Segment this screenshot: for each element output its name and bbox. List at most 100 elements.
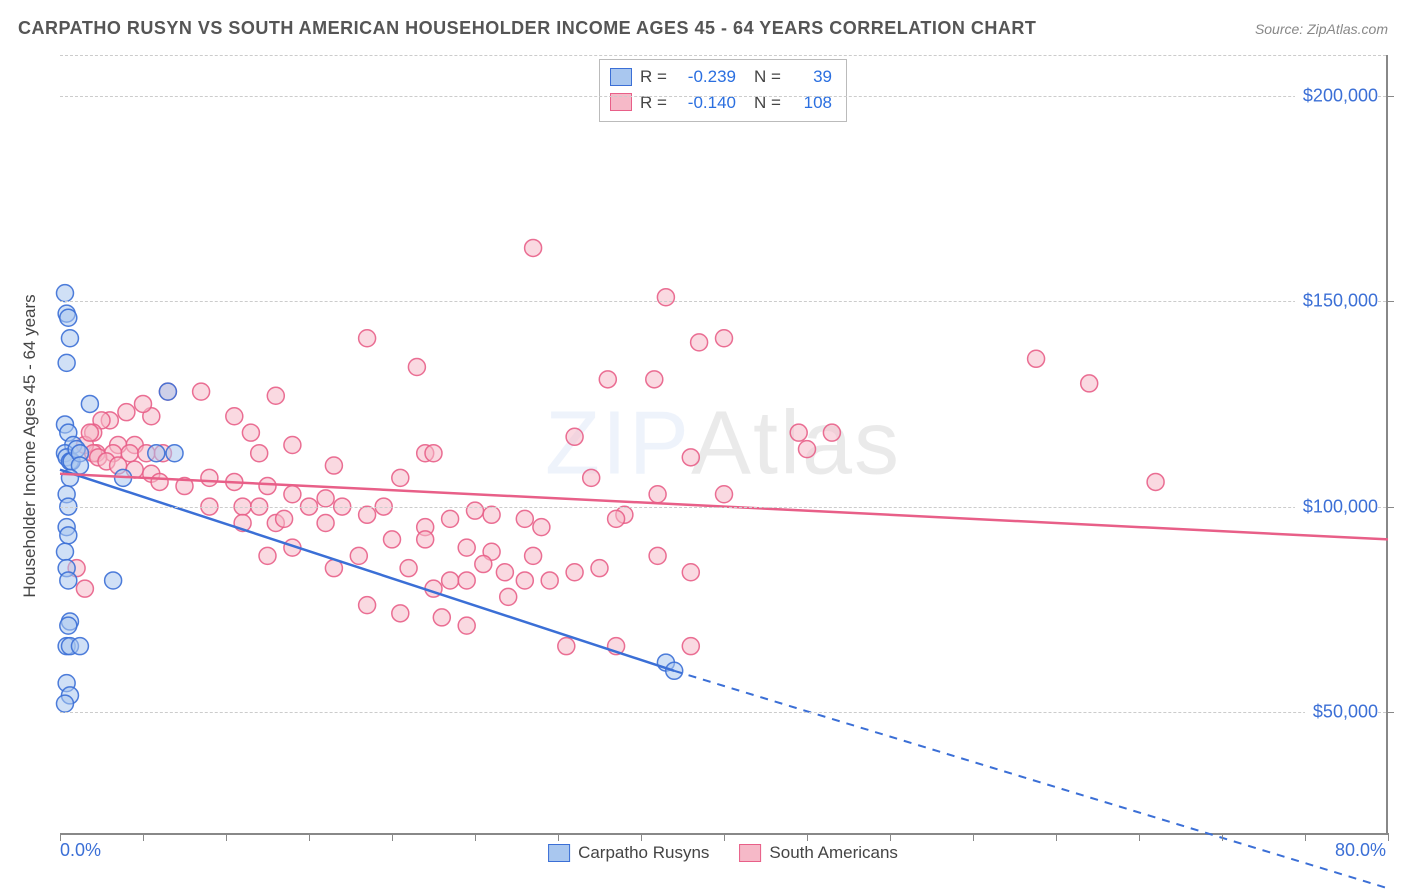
data-point bbox=[496, 564, 513, 581]
data-point bbox=[790, 424, 807, 441]
x-axis-tick bbox=[973, 833, 974, 841]
x-axis-tick bbox=[724, 833, 725, 841]
data-point bbox=[60, 527, 77, 544]
y-axis-tick bbox=[1386, 96, 1394, 97]
data-point bbox=[682, 564, 699, 581]
x-axis-tick bbox=[1222, 833, 1223, 841]
stat-label-n: N = bbox=[754, 64, 784, 90]
data-point bbox=[384, 531, 401, 548]
data-point bbox=[516, 510, 533, 527]
data-point bbox=[118, 404, 135, 421]
data-point bbox=[458, 572, 475, 589]
x-axis-tick bbox=[641, 833, 642, 841]
data-point bbox=[442, 572, 459, 589]
data-point bbox=[166, 445, 183, 462]
data-point bbox=[483, 506, 500, 523]
data-point bbox=[81, 424, 98, 441]
data-point bbox=[425, 445, 442, 462]
legend-label: South Americans bbox=[769, 843, 898, 863]
data-point bbox=[60, 572, 77, 589]
data-point bbox=[135, 395, 152, 412]
data-point bbox=[691, 334, 708, 351]
x-axis-tick bbox=[890, 833, 891, 841]
data-point bbox=[56, 543, 73, 560]
y-axis-tick bbox=[1386, 507, 1394, 508]
data-point bbox=[408, 359, 425, 376]
legend-item: South Americans bbox=[739, 843, 898, 863]
gridline-h bbox=[60, 55, 1386, 56]
data-point bbox=[148, 445, 165, 462]
chart-title: CARPATHO RUSYN VS SOUTH AMERICAN HOUSEHO… bbox=[18, 18, 1036, 39]
data-point bbox=[317, 490, 334, 507]
x-axis-tick bbox=[60, 833, 61, 841]
x-axis-tick bbox=[1139, 833, 1140, 841]
x-axis-tick bbox=[1388, 833, 1389, 841]
data-point bbox=[458, 539, 475, 556]
data-point bbox=[458, 617, 475, 634]
data-point bbox=[359, 597, 376, 614]
data-point bbox=[467, 502, 484, 519]
data-point bbox=[682, 638, 699, 655]
y-axis-tick bbox=[1386, 301, 1394, 302]
legend-swatch bbox=[548, 844, 570, 862]
stat-value-r: -0.239 bbox=[678, 64, 736, 90]
data-point bbox=[442, 510, 459, 527]
y-axis-tick-label: $150,000 bbox=[1295, 291, 1378, 312]
data-point bbox=[716, 486, 733, 503]
data-point bbox=[799, 441, 816, 458]
data-point bbox=[159, 383, 176, 400]
y-axis-title: Householder Income Ages 45 - 64 years bbox=[20, 294, 40, 597]
data-point bbox=[60, 309, 77, 326]
data-point bbox=[417, 531, 434, 548]
x-axis-tick bbox=[309, 833, 310, 841]
data-point bbox=[649, 547, 666, 564]
x-axis-tick bbox=[1056, 833, 1057, 841]
legend-swatch bbox=[610, 68, 632, 86]
data-point bbox=[525, 239, 542, 256]
data-point bbox=[591, 560, 608, 577]
data-point bbox=[81, 395, 98, 412]
data-point bbox=[267, 387, 284, 404]
data-point bbox=[56, 695, 73, 712]
data-point bbox=[60, 617, 77, 634]
data-point bbox=[682, 449, 699, 466]
data-point bbox=[392, 605, 409, 622]
data-point bbox=[566, 564, 583, 581]
stat-value-n: 108 bbox=[792, 90, 832, 116]
data-point bbox=[608, 510, 625, 527]
data-point bbox=[657, 289, 674, 306]
x-axis-tick bbox=[475, 833, 476, 841]
data-point bbox=[392, 469, 409, 486]
data-point bbox=[566, 428, 583, 445]
data-point bbox=[1028, 350, 1045, 367]
data-point bbox=[61, 330, 78, 347]
data-point bbox=[56, 285, 73, 302]
stat-label-n: N = bbox=[754, 90, 784, 116]
correlation-stats-box: R =-0.239N =39R =-0.140N =108 bbox=[599, 59, 847, 122]
stats-row: R =-0.140N =108 bbox=[610, 90, 832, 116]
source-attribution: Source: ZipAtlas.com bbox=[1255, 21, 1388, 37]
data-point bbox=[500, 588, 517, 605]
data-point bbox=[226, 408, 243, 425]
stat-label-r: R = bbox=[640, 90, 670, 116]
x-axis-tick bbox=[558, 833, 559, 841]
x-axis-tick bbox=[392, 833, 393, 841]
data-point bbox=[105, 572, 122, 589]
data-point bbox=[242, 424, 259, 441]
data-point bbox=[558, 638, 575, 655]
data-point bbox=[325, 457, 342, 474]
data-point bbox=[284, 437, 301, 454]
data-point bbox=[646, 371, 663, 388]
data-point bbox=[317, 515, 334, 532]
legend-swatch bbox=[739, 844, 761, 862]
data-point bbox=[1147, 473, 1164, 490]
legend-item: Carpatho Rusyns bbox=[548, 843, 709, 863]
gridline-h bbox=[60, 507, 1386, 508]
data-point bbox=[259, 547, 276, 564]
data-point bbox=[1081, 375, 1098, 392]
gridline-h bbox=[60, 96, 1386, 97]
gridline-h bbox=[60, 301, 1386, 302]
data-point bbox=[284, 486, 301, 503]
stat-label-r: R = bbox=[640, 64, 670, 90]
data-point bbox=[251, 445, 268, 462]
